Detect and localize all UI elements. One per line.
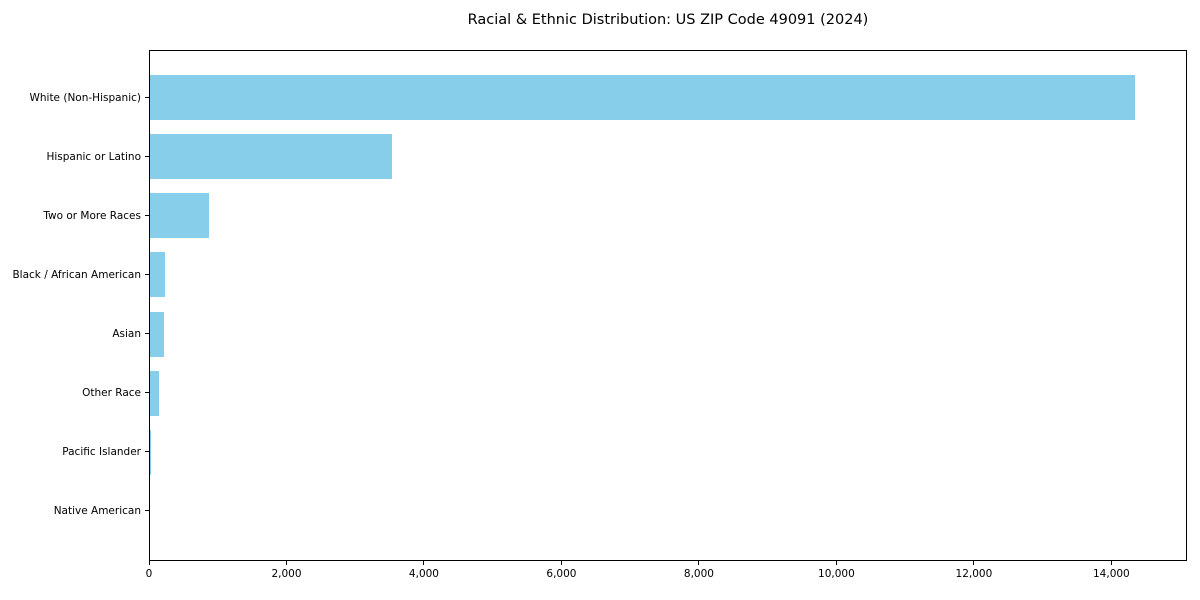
bar-pacific-islander [150, 429, 152, 475]
bar-row-hispanic-or-latino: Hispanic or Latino [46, 127, 1186, 186]
y-axis-label-other-race: Other Race [82, 387, 141, 400]
y-tick-mark [145, 155, 149, 157]
bar-white-non-hispanic [150, 75, 1136, 121]
y-axis-label-hispanic-or-latino: Hispanic or Latino [46, 150, 141, 163]
x-tick-mark [148, 561, 150, 565]
x-tick-mark [285, 561, 287, 565]
bar-black-african-american [150, 252, 166, 298]
x-tick-mark [560, 561, 562, 565]
x-tick-mark [423, 561, 425, 565]
x-tick-label: 4,000 [408, 568, 439, 580]
y-tick-mark [145, 333, 149, 335]
bar-row-native-american: Native American [54, 482, 1186, 541]
bar-row-pacific-islander: Pacific Islander [62, 423, 1186, 482]
x-tick-mark [835, 561, 837, 565]
x-tick-mark [973, 561, 975, 565]
y-axis-label-two-or-more-races: Two or More Races [43, 209, 141, 222]
y-tick-mark [145, 510, 149, 512]
bar-row-two-or-more-races: Two or More Races [43, 186, 1186, 245]
y-tick-mark [145, 451, 149, 453]
x-tick-label: 14,000 [1093, 568, 1130, 580]
y-axis-label-asian: Asian [112, 328, 141, 341]
bar-asian [150, 311, 164, 357]
x-tick-label: 0 [145, 568, 153, 580]
chart-title: Racial & Ethnic Distribution: US ZIP Cod… [467, 12, 869, 28]
bar-row-white-non-hispanic: White (Non-Hispanic) [29, 68, 1186, 127]
y-axis-label-native-american: Native American [53, 505, 141, 518]
x-tick-label: 6,000 [546, 568, 577, 580]
plot-area: White (Non-Hispanic) Hispanic or Latino Tw… [12, 50, 1187, 561]
bar-row-black-african-american: Black / African American [12, 245, 1186, 304]
y-tick-mark [145, 214, 149, 216]
x-axis: 0 2,000 4,000 6,000 8,000 10,000 12,000 14,000 [145, 561, 1187, 593]
y-axis-label-black-african-american: Black / African American [12, 268, 141, 281]
x-tick-label: 12,000 [955, 568, 993, 580]
y-axis-label-white-non-hispanic: White (Non-Hispanic) [29, 91, 141, 104]
bar-row-other-race: Other Race [82, 364, 1186, 423]
x-tick-mark [1110, 561, 1112, 565]
x-tick-label: 10,000 [818, 568, 855, 580]
y-axis-label-pacific-islander: Pacific Islander [62, 446, 141, 459]
y-tick-mark [145, 96, 149, 98]
x-tick-label: 2,000 [271, 568, 302, 580]
bar-row-asian: Asian [112, 305, 1186, 364]
y-tick-mark [145, 392, 149, 394]
bar-other-race [150, 370, 160, 416]
x-tick-label: 8,000 [683, 568, 714, 580]
bar-two-or-more-races [150, 193, 209, 239]
bar-hispanic-or-latino [150, 134, 393, 180]
y-tick-mark [145, 273, 149, 275]
x-tick-mark [698, 561, 700, 565]
